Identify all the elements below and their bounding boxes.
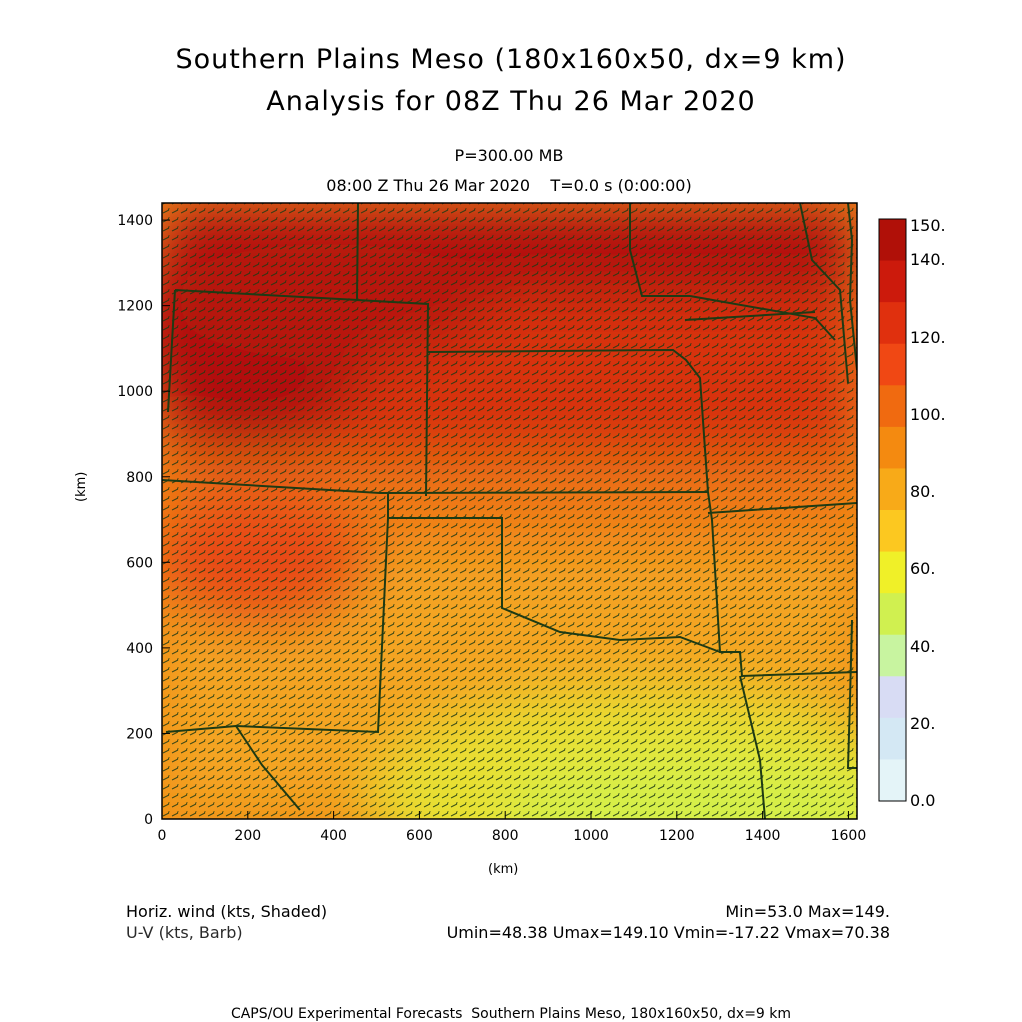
x-axis-label: (km) <box>488 862 519 877</box>
colorbar-swatch <box>879 593 906 636</box>
colorbar-swatch <box>879 759 906 802</box>
colorbar-frame <box>878 218 907 802</box>
colorbar-label: 60. <box>910 559 935 578</box>
y-tick-label: 1200 <box>117 299 153 315</box>
colorbar-swatch <box>879 302 906 345</box>
x-tick-label: 1200 <box>659 828 695 844</box>
colorbar-label: 150. <box>910 216 946 235</box>
colorbar-swatch <box>879 426 906 469</box>
y-tick-label: 200 <box>126 726 153 742</box>
colorbar-label: 140. <box>910 250 946 269</box>
colorbar-swatch <box>879 634 906 677</box>
x-tick-label: 200 <box>234 828 261 844</box>
valid-time: 08:00 Z Thu 26 Mar 2020 T=0.0 s (0:00:00… <box>326 176 692 195</box>
x-tick-label: 800 <box>492 828 519 844</box>
min-max: Min=53.0 Max=149. <box>725 902 890 921</box>
x-tick-label: 1000 <box>573 828 609 844</box>
plot-title: Southern Plains Meso (180x160x50, dx=9 k… <box>175 44 847 75</box>
y-tick-label: 1000 <box>117 384 153 400</box>
x-tick-label: 600 <box>406 828 433 844</box>
x-tick-label: 1600 <box>831 828 867 844</box>
x-tick-label: 0 <box>158 828 167 844</box>
colorbar-swatch <box>879 717 906 760</box>
y-tick-label: 600 <box>126 555 153 571</box>
footer-credit: CAPS/OU Experimental Forecasts Southern … <box>230 1006 792 1022</box>
y-tick-label: 800 <box>126 470 153 486</box>
uv-stats: Umin=48.38 Umax=149.10 Vmin=-17.22 Vmax=… <box>446 923 890 942</box>
colorbar-swatch <box>879 551 906 594</box>
y-axis: 0 200 400 600 800 1000 1200 1400 <box>117 213 170 828</box>
y-axis-label: (km) <box>74 471 89 502</box>
colorbar-label: 100. <box>910 405 946 424</box>
pressure-level: P=300.00 MB <box>454 146 564 165</box>
colorbar-swatch <box>879 260 906 303</box>
wind-speed-shading <box>162 203 857 819</box>
colorbar-swatch <box>879 676 906 719</box>
colorbar-swatch <box>879 468 906 511</box>
colorbar-swatch <box>879 343 906 386</box>
colorbar: 150. 140. 120. 100. 80. 60. 40. 20. 0.0 <box>878 216 946 810</box>
y-tick-label: 0 <box>144 812 153 828</box>
colorbar-label: 40. <box>910 637 935 656</box>
colorbar-swatch <box>879 510 906 553</box>
colorbar-swatch <box>879 219 906 262</box>
x-tick-label: 400 <box>320 828 347 844</box>
colorbar-label: 20. <box>910 714 935 733</box>
state-boundaries <box>162 203 857 819</box>
x-axis: 0 200 400 600 800 1000 1200 1400 1600 <box>158 811 867 844</box>
y-tick-label: 1400 <box>117 213 153 229</box>
vector-label: U-V (kts, Barb) <box>126 923 243 942</box>
plot-subtitle: Analysis for 08Z Thu 26 Mar 2020 <box>266 86 756 117</box>
colorbar-label: 80. <box>910 482 935 501</box>
y-tick-label: 400 <box>126 641 153 657</box>
colorbar-label: 120. <box>910 328 946 347</box>
plot-frame <box>161 202 858 820</box>
colorbar-label: 0.0 <box>910 791 935 810</box>
x-tick-label: 1400 <box>745 828 781 844</box>
field-label: Horiz. wind (kts, Shaded) <box>126 902 328 921</box>
colorbar-swatch <box>879 385 906 428</box>
